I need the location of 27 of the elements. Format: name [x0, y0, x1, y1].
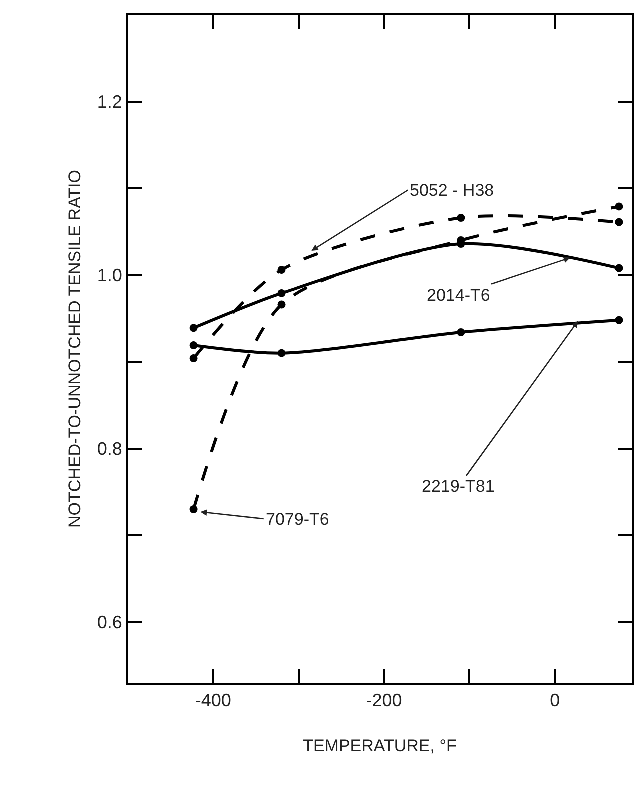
point — [615, 316, 624, 324]
point — [278, 266, 286, 274]
y-tick-label: 1.0 — [97, 266, 122, 286]
y-axis-title: NOTCHED-TO-UNNOTCHED TENSILE RATIO — [65, 170, 84, 528]
y-tick-label: 0.8 — [97, 439, 122, 460]
point — [278, 300, 286, 309]
x-tick-label: 0 — [550, 690, 560, 711]
y-tick-label: 0.6 — [97, 612, 122, 633]
point — [457, 328, 466, 337]
x-axis-title: TEMPERATURE, °F — [303, 736, 457, 756]
point — [278, 349, 286, 358]
annotation: 2219-T81 — [422, 477, 495, 496]
annotation: 2014-T6 — [427, 286, 490, 305]
point — [190, 342, 198, 350]
y-tick-label: 1.2 — [97, 92, 122, 112]
point — [190, 324, 198, 332]
point — [190, 505, 198, 514]
point — [278, 289, 286, 298]
point — [457, 214, 466, 222]
annotation: 7079-T6 — [266, 510, 330, 529]
point — [615, 202, 624, 211]
x-tick-label: -400 — [195, 690, 232, 711]
x-tick-label: -200 — [366, 690, 402, 711]
point — [615, 264, 624, 272]
point — [615, 218, 624, 226]
annotation: 5052 - H38 — [410, 181, 494, 200]
point — [190, 354, 198, 363]
